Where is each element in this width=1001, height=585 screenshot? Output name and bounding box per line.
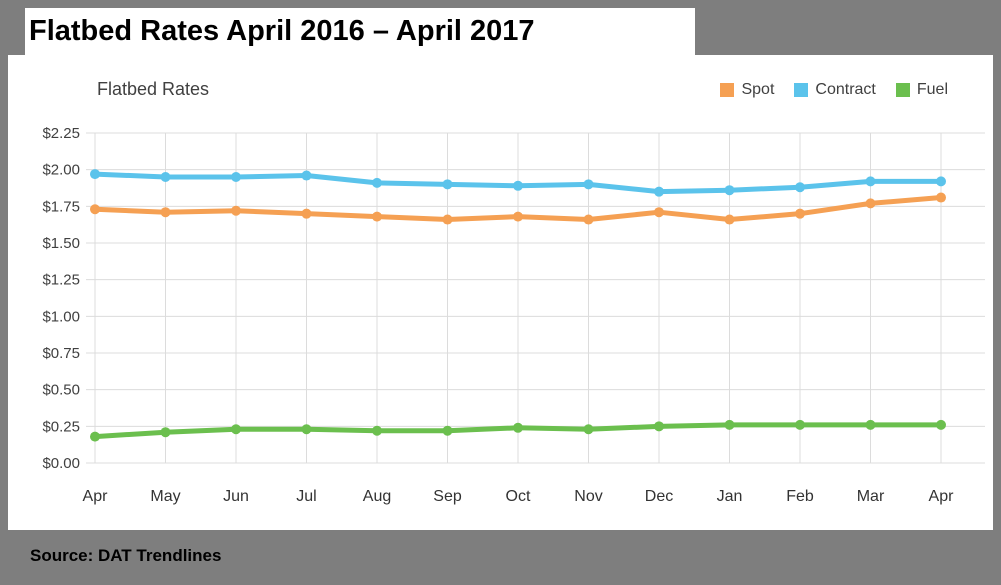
data-point-spot bbox=[372, 211, 382, 222]
x-tick-label: May bbox=[150, 488, 180, 505]
data-point-fuel bbox=[442, 425, 453, 436]
y-tick-label: $2.25 bbox=[42, 125, 80, 142]
x-tick-label: Jun bbox=[223, 488, 249, 505]
data-point-contract bbox=[583, 179, 594, 190]
data-point-spot bbox=[936, 192, 946, 203]
y-tick-label: $0.25 bbox=[42, 418, 80, 435]
y-tick-label: $1.00 bbox=[42, 308, 80, 325]
data-point-fuel bbox=[654, 421, 664, 432]
data-point-contract bbox=[90, 169, 100, 180]
data-point-fuel bbox=[795, 419, 805, 430]
data-point-fuel bbox=[724, 419, 735, 430]
data-point-spot bbox=[90, 204, 100, 215]
y-tick-label: $1.50 bbox=[42, 235, 80, 252]
data-point-spot bbox=[654, 207, 664, 218]
y-tick-label: $0.75 bbox=[42, 345, 80, 362]
data-point-contract bbox=[160, 172, 171, 182]
data-point-fuel bbox=[865, 419, 876, 430]
y-tick-label: $2.00 bbox=[42, 162, 80, 179]
legend-item-spot: Spot bbox=[720, 81, 774, 99]
data-point-contract bbox=[301, 170, 312, 181]
data-point-fuel bbox=[231, 424, 241, 435]
legend-swatch-fuel bbox=[895, 83, 910, 97]
line-chart: $0.00 $0.25 $0.50 $0.75 $1.00 $1.25 $1.50 $1.75… bbox=[42, 125, 985, 505]
data-point-contract bbox=[936, 176, 946, 187]
data-point-contract bbox=[231, 172, 241, 182]
x-tick-label: Mar bbox=[857, 488, 885, 505]
data-point-contract bbox=[724, 185, 735, 196]
x-tick-label: Feb bbox=[786, 488, 814, 505]
data-point-contract bbox=[372, 177, 382, 188]
data-point-spot bbox=[583, 214, 594, 225]
y-tick-label: $0.50 bbox=[42, 382, 80, 399]
x-tick-label: Jan bbox=[717, 488, 743, 505]
x-tick-label: Apr bbox=[929, 488, 955, 505]
x-tick-label: Dec bbox=[645, 488, 673, 505]
y-tick-label: $1.75 bbox=[42, 198, 80, 215]
legend-label: Spot bbox=[741, 81, 775, 98]
data-point-fuel bbox=[160, 427, 171, 438]
data-point-spot bbox=[301, 208, 312, 219]
data-point-contract bbox=[865, 176, 876, 187]
source-caption: Source: DAT Trendlines bbox=[30, 546, 222, 565]
data-point-spot bbox=[160, 207, 171, 218]
x-tick-label: Apr bbox=[83, 488, 109, 505]
legend-item-fuel: Fuel bbox=[895, 81, 948, 99]
data-point-fuel bbox=[513, 422, 523, 433]
data-point-fuel bbox=[936, 419, 946, 430]
data-point-spot bbox=[513, 211, 523, 222]
chart-panel: Flatbed Rates Spot Contract Fuel $0.00 $0.2… bbox=[8, 55, 993, 530]
data-point-spot bbox=[724, 214, 735, 225]
data-point-spot bbox=[795, 208, 805, 219]
data-point-spot bbox=[865, 198, 876, 209]
page-title: Flatbed Rates April 2016 – April 2017 bbox=[25, 8, 695, 55]
data-point-fuel bbox=[372, 425, 382, 436]
x-tick-label: Oct bbox=[506, 488, 531, 505]
data-point-fuel bbox=[90, 431, 100, 442]
x-tick-label: Jul bbox=[296, 488, 316, 505]
data-point-fuel bbox=[583, 424, 594, 435]
y-tick-label: $0.00 bbox=[42, 455, 80, 472]
x-tick-label: Aug bbox=[363, 488, 391, 505]
data-point-fuel bbox=[301, 424, 312, 435]
data-point-spot bbox=[231, 205, 241, 216]
legend-label: Fuel bbox=[916, 81, 948, 98]
data-point-contract bbox=[654, 186, 664, 197]
x-tick-label: Nov bbox=[574, 488, 602, 505]
legend-swatch-spot bbox=[720, 83, 735, 97]
chart-title: Flatbed Rates bbox=[97, 79, 210, 99]
legend-label: Contract bbox=[815, 81, 876, 98]
data-point-spot bbox=[442, 214, 453, 225]
data-point-contract bbox=[795, 182, 805, 193]
chart-legend: Spot Contract Fuel bbox=[720, 81, 948, 99]
legend-swatch-contract bbox=[794, 83, 809, 97]
legend-item-contract: Contract bbox=[794, 81, 876, 99]
data-point-contract bbox=[442, 179, 453, 190]
data-point-contract bbox=[513, 180, 523, 191]
x-tick-label: Sep bbox=[433, 488, 462, 505]
y-tick-label: $1.25 bbox=[42, 272, 80, 289]
